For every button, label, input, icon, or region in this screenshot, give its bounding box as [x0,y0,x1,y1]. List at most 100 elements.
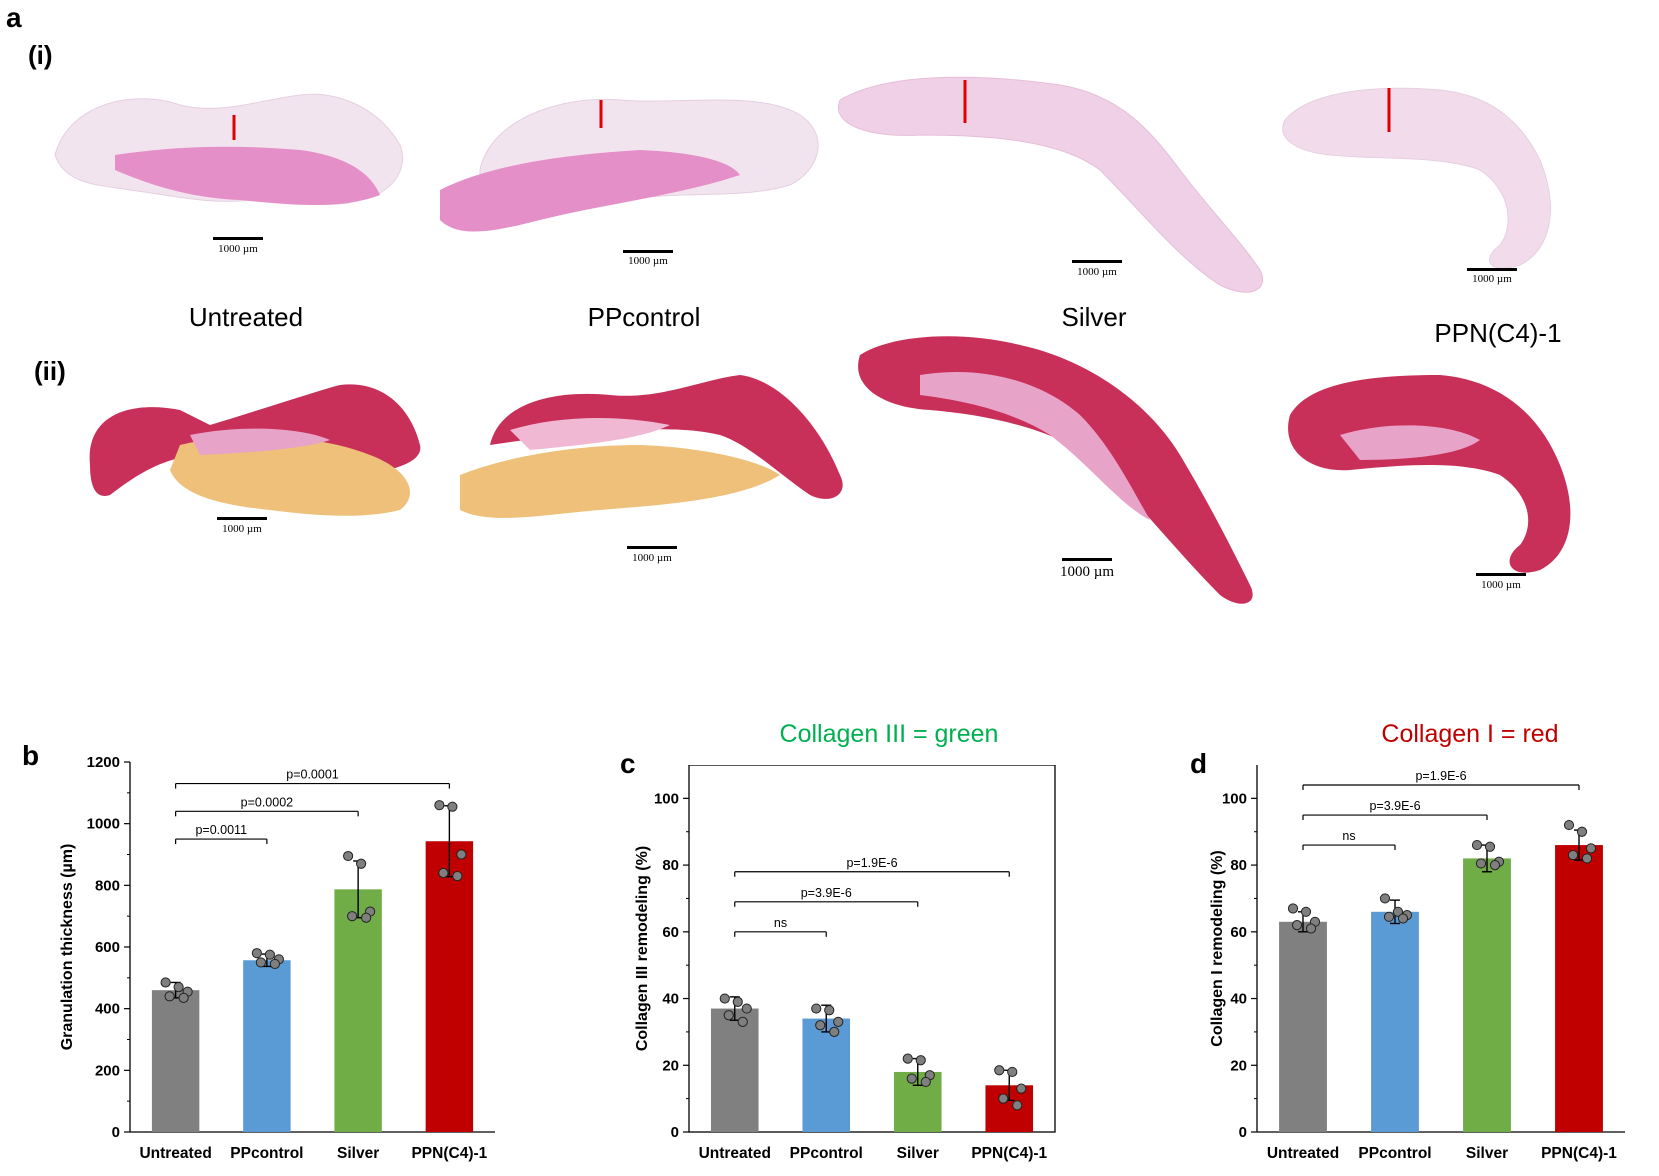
comparison-label: p=1.9E-6 [1415,769,1466,783]
sr-silver-image [858,336,1253,604]
data-point [1383,911,1395,922]
scale-text: 1000 µm [1059,564,1115,580]
x-tick-label: Silver [337,1145,379,1162]
he-ppn-image [1282,87,1551,269]
scale-text: 1000 µm [1481,579,1521,591]
comparison-label: p=0.0002 [241,795,294,809]
y-axis-label: Granulation thickness (µm) [59,844,76,1051]
data-point [356,858,367,869]
y-tick-label: 80 [1230,857,1247,874]
scale-bar [627,546,677,549]
chart-d-title: Collagen I = red [1381,720,1559,748]
y-tick-label: 20 [1230,1057,1247,1074]
sr-ppn-image [1288,375,1571,573]
x-tick-label: PPN(C4)-1 [1541,1145,1617,1162]
comparison-label: p=1.9E-6 [846,856,897,870]
scale-text: 1000 µm [222,523,262,535]
panel-a-letter: a [6,2,22,33]
chart-b-granulation-thickness: 0 200 400 600 800 1000 1200 Granulation thickne… [59,755,495,1162]
data-point [178,992,189,1003]
chart-c-collagen-iii: 0 20 40 60 80 100 Collagen III remodeling (%) U… [634,765,1056,1162]
scale-text: 1000 µm [628,255,668,267]
he-ppcontrol-image [440,98,819,232]
y-tick-label: 400 [95,1001,120,1018]
data-point [343,850,354,862]
data-point [998,1093,1009,1104]
bar-untreated [1279,921,1327,1132]
data-point [811,1003,822,1014]
data-point [1471,839,1483,851]
x-tick-label: PPcontrol [790,1145,863,1162]
bar-ppcontrol [1371,911,1419,1132]
y-tick-label: 80 [662,857,679,874]
x-tick-label: PPN(C4)-1 [411,1145,487,1162]
y-tick-label: 60 [1230,924,1247,941]
data-point [741,1003,752,1014]
data-point [251,948,262,959]
data-point [164,991,175,1002]
comparison-label: p=3.9E-6 [801,886,852,900]
data-point [438,867,449,879]
he-stain-images [54,76,1551,293]
y-axis-label: Collagen III remodeling (%) [634,846,651,1051]
data-point [829,1026,840,1038]
data-point [456,849,467,860]
x-tick-label: Untreated [699,1145,771,1162]
data-point [1567,849,1579,861]
data-point [902,1053,913,1064]
data-point [833,1016,844,1027]
chart-d-collagen-i: 0 20 40 60 80 100 Collagen I remodeling (%) Unt… [1209,765,1625,1162]
y-tick-label: 600 [95,939,120,956]
data-point [361,912,372,923]
comparison-label: ns [1342,829,1355,843]
data-point [994,1065,1005,1076]
data-point [269,958,280,970]
data-point [173,981,184,993]
data-point [1489,859,1501,871]
panel-c-letter: c [620,748,636,779]
y-tick-label: 0 [1239,1124,1247,1141]
x-tick-label: PPcontrol [1358,1145,1431,1162]
data-point [723,1010,734,1021]
y-axis-label: Collagen I remodeling (%) [1209,850,1226,1046]
panel-b-letter: b [22,740,40,771]
data-point [1300,906,1312,917]
data-point [1581,853,1593,864]
y-tick-label: 0 [112,1124,120,1141]
group-label-untreated: Untreated [188,302,304,332]
bar-silver [334,889,382,1132]
data-point [732,996,743,1007]
data-point [1397,913,1409,924]
data-point [1379,893,1391,904]
x-tick-label: Silver [897,1145,939,1162]
bar-ppn-c4-1 [425,841,474,1132]
group-label-silver: Silver [1061,302,1127,332]
chart-c-title: Collagen III = green [779,720,999,748]
y-tick-label: 20 [662,1057,679,1074]
scale-text: 1000 µm [1077,266,1117,278]
x-tick-label: PPcontrol [230,1145,303,1162]
group-label-ppcontrol: PPcontrol [587,302,701,332]
row-i-label: (i) [28,40,53,70]
data-point [264,949,275,960]
x-tick-label: PPN(C4)-1 [971,1145,1047,1162]
scale-bar [1467,268,1517,271]
data-point [1475,858,1487,869]
scale-bar [623,250,673,253]
comparison-label: p=0.0011 [195,823,247,837]
y-tick-label: 100 [1222,790,1247,807]
bar-ppcontrol [802,1018,851,1132]
y-tick-label: 100 [654,790,679,807]
data-point [1563,819,1575,831]
data-point [1287,903,1299,914]
data-point [1012,1100,1023,1111]
y-tick-label: 1000 [87,816,120,833]
group-label-ppn: PPN(C4)-1 [1434,318,1562,348]
data-point [434,800,445,811]
data-point [160,977,171,988]
scale-text: 1000 µm [1472,273,1512,285]
scale-bar [1072,260,1122,263]
data-point [255,957,266,968]
data-point [1585,843,1597,854]
row-ii-label: (ii) [34,356,66,386]
